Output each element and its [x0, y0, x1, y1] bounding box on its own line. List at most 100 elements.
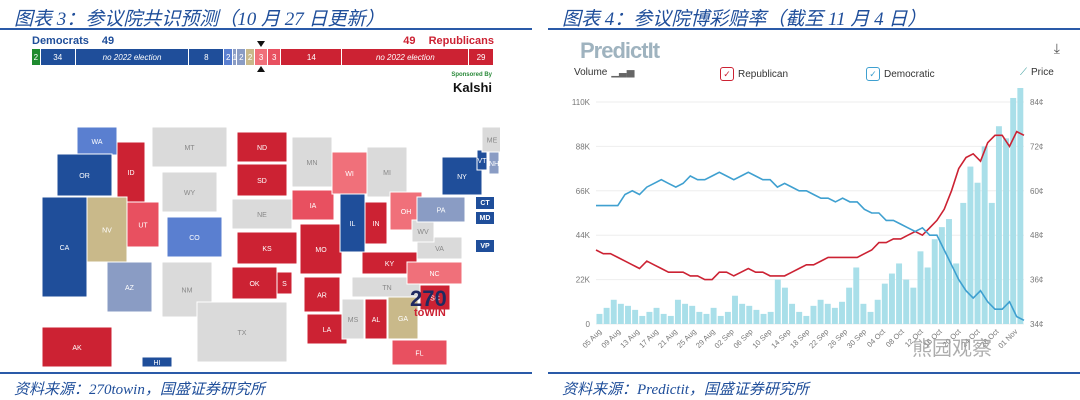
- state-ms[interactable]: MS: [341, 298, 365, 340]
- volume-bar: [860, 303, 867, 324]
- legend-democratic[interactable]: ✓ Democratic: [866, 67, 935, 81]
- state-ne[interactable]: NE: [231, 198, 293, 230]
- legend-republican[interactable]: ✓ Republican: [720, 67, 788, 81]
- volume-toggle[interactable]: Volume ▁▃▅: [574, 67, 634, 78]
- state-mi[interactable]: MI: [366, 146, 408, 198]
- state-sc[interactable]: SC: [419, 284, 451, 311]
- y-right-tick: 48¢: [1030, 231, 1043, 240]
- state-label: NY: [457, 174, 467, 181]
- right-source: 资料来源：Predictit，国盛证券研究所: [562, 382, 809, 398]
- state-tn[interactable]: TN: [351, 276, 423, 298]
- volume-bar: [639, 315, 646, 324]
- x-tick: 26 Sep: [826, 327, 849, 350]
- state-il[interactable]: IL: [339, 193, 366, 253]
- kalshi-logo: Kalshi: [452, 80, 492, 95]
- left-title-rule: [0, 28, 532, 30]
- volume-bar: [831, 307, 838, 324]
- state-label: ME: [487, 138, 498, 145]
- seat-segment: no 2022 election: [342, 49, 470, 65]
- state-az[interactable]: AZ: [106, 261, 153, 313]
- seat-segment: 8: [189, 49, 225, 65]
- volume-bar: [724, 311, 731, 324]
- state-co[interactable]: CO: [166, 216, 223, 258]
- state-ut[interactable]: UT: [126, 201, 160, 248]
- state-wa[interactable]: WA: [76, 126, 118, 156]
- state-la[interactable]: LA: [306, 313, 348, 345]
- majority-marker-bottom-icon: [257, 66, 265, 72]
- state-wy[interactable]: WY: [161, 171, 218, 213]
- state-mt[interactable]: MT: [151, 126, 228, 168]
- box-md[interactable]: MD: [476, 212, 494, 224]
- price-toggle[interactable]: ⟋ Price: [1020, 67, 1054, 78]
- price-icon: ⟋: [1020, 67, 1027, 78]
- state-ga[interactable]: GA: [387, 296, 419, 340]
- state-in[interactable]: IN: [364, 201, 388, 245]
- state-ok[interactable]: OK: [231, 266, 278, 300]
- state-label: AK: [72, 345, 82, 352]
- us-map: WA OR CA ID NV UT AZ MT WY CO NM ND SD NE KS OK S TX MN IA M…: [41, 126, 500, 368]
- state-wi[interactable]: WI: [331, 151, 368, 195]
- volume-bar: [667, 315, 674, 324]
- republicans-label: Republicans: [428, 35, 494, 47]
- state-nv[interactable]: NV: [86, 196, 128, 263]
- state-tx[interactable]: TX: [196, 301, 288, 363]
- seat-segment: 2: [32, 49, 41, 65]
- right-title-rule: [548, 28, 1080, 30]
- state-label: NE: [257, 212, 267, 219]
- state-ia[interactable]: IA: [291, 189, 335, 221]
- state-wv[interactable]: WV: [411, 219, 435, 243]
- box-ct[interactable]: CT: [476, 197, 494, 209]
- y-right-tick: 60¢: [1030, 187, 1043, 196]
- state-nh[interactable]: NH: [488, 151, 500, 175]
- x-tick: 25 Aug: [675, 327, 698, 350]
- state-id[interactable]: ID: [116, 141, 146, 203]
- price-label: Price: [1031, 67, 1054, 78]
- state-mn[interactable]: MN: [291, 136, 333, 188]
- democrats-header: Democrats 49: [32, 35, 114, 47]
- box-vp[interactable]: VP: [476, 240, 494, 252]
- state-ar[interactable]: AR: [303, 276, 341, 313]
- state-al[interactable]: AL: [364, 298, 388, 340]
- state-ks[interactable]: KS: [236, 231, 298, 265]
- predictit-logo: PredictIt: [580, 38, 660, 63]
- download-icon[interactable]: ⤓: [1053, 40, 1060, 56]
- x-tick: 17 Aug: [637, 327, 660, 350]
- state-me[interactable]: ME: [481, 126, 500, 153]
- right-source-rule: [548, 372, 1080, 374]
- watermark: 熊园观察: [912, 338, 992, 360]
- state-ca[interactable]: CA: [41, 196, 88, 298]
- predictit-card: PredictIt ⤓ Volume ▁▃▅ ✓ Republican ✓ De…: [554, 32, 1074, 368]
- state-label: NV: [102, 228, 112, 235]
- state-fl[interactable]: FL: [391, 339, 448, 366]
- legend-democratic-label: Democratic: [884, 68, 935, 80]
- state-ak[interactable]: AK: [41, 326, 113, 368]
- x-tick: 09 Aug: [599, 327, 622, 350]
- state-nc[interactable]: NC: [406, 261, 463, 285]
- seat-segment: 2: [246, 49, 256, 65]
- right-panel: 图表 4：参议院博彩赔率（截至 11 月 4 日） PredictIt ⤓ Vo…: [548, 0, 1080, 400]
- state-label: FL: [415, 351, 423, 358]
- state-pa[interactable]: PA: [416, 196, 466, 223]
- state-vt[interactable]: VT: [476, 149, 488, 171]
- volume-bar: [1017, 88, 1024, 324]
- state-s[interactable]: S: [276, 271, 293, 295]
- state-label: AL: [372, 317, 381, 324]
- democrats-count: 49: [101, 35, 115, 47]
- state-mo[interactable]: MO: [299, 223, 343, 275]
- state-label: KS: [262, 246, 272, 253]
- state-sd[interactable]: SD: [236, 163, 288, 197]
- seat-segment: 2: [224, 49, 234, 65]
- state-label: TN: [382, 285, 391, 292]
- state-or[interactable]: OR: [56, 153, 113, 197]
- y-left-tick: 88K: [576, 142, 591, 151]
- volume-bar: [703, 313, 710, 324]
- 270towin-logo: 270: [410, 286, 447, 311]
- state-hi[interactable]: HI: [141, 356, 173, 368]
- x-tick: 06 Sep: [732, 327, 755, 350]
- state-ny[interactable]: NY: [441, 156, 483, 196]
- volume-bar: [646, 311, 653, 324]
- volume-bar: [803, 315, 810, 324]
- state-nd[interactable]: ND: [236, 131, 288, 163]
- seat-segment: 34: [40, 49, 76, 65]
- state-label: CO: [189, 235, 200, 242]
